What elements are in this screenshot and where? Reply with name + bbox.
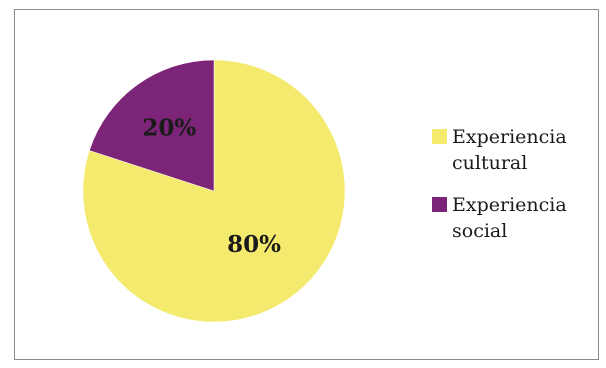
slice-label-social: 20% bbox=[142, 115, 196, 142]
legend-swatch-social bbox=[432, 197, 447, 212]
slice-label-cultural: 80% bbox=[227, 231, 281, 258]
legend-label-social: Experiencia social bbox=[452, 194, 567, 242]
legend: Experiencia cultural Experiencia social bbox=[428, 124, 598, 260]
legend-item-cultural: Experiencia cultural bbox=[428, 124, 598, 176]
slice-social bbox=[89, 59, 215, 192]
legend-item-social: Experiencia social bbox=[428, 192, 598, 244]
legend-label-cultural: Experiencia cultural bbox=[452, 126, 567, 174]
legend-swatch-cultural bbox=[432, 129, 447, 144]
